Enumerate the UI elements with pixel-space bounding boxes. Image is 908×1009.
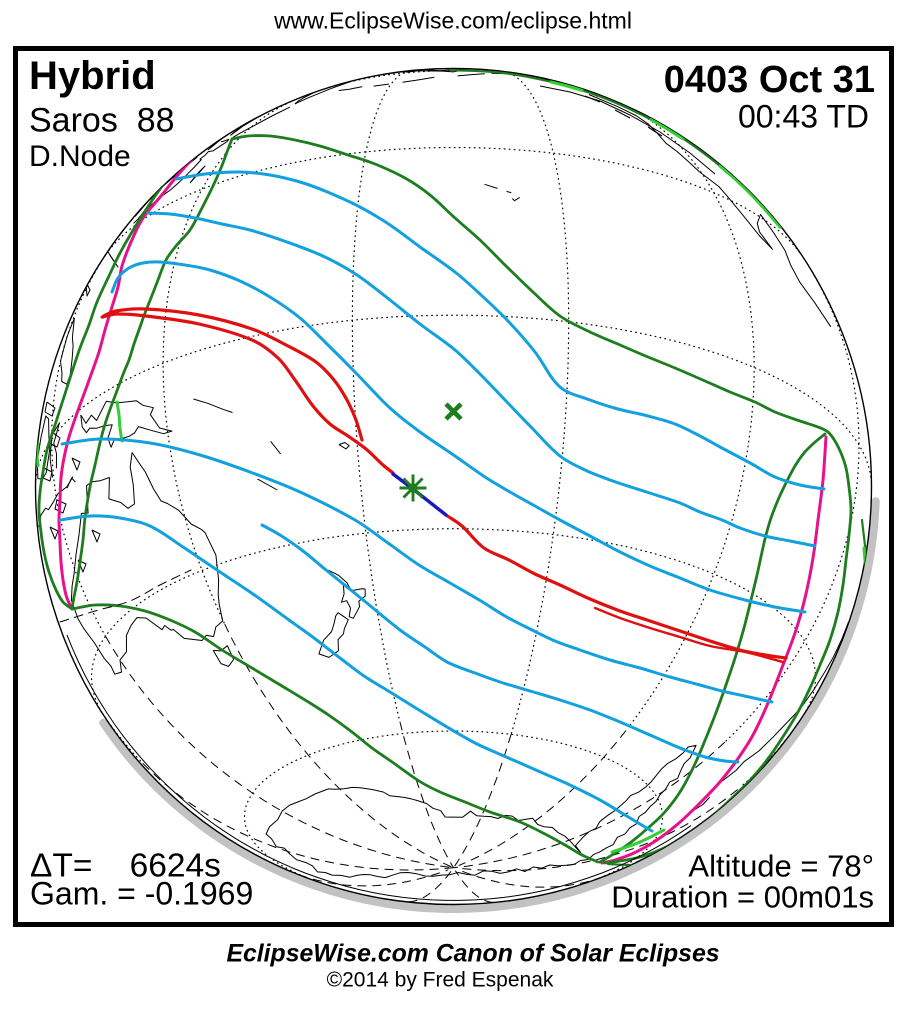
svg-text:00:43 TD: 00:43 TD: [738, 99, 869, 135]
svg-text:EclipseWise.com Canon of Solar: EclipseWise.com Canon of Solar Eclipses: [226, 941, 719, 968]
svg-text:www.EclipseWise.com/eclipse.ht: www.EclipseWise.com/eclipse.html: [273, 8, 632, 34]
svg-text:Saros 88: Saros 88: [29, 102, 175, 140]
svg-text:D.Node: D.Node: [29, 140, 131, 173]
svg-text:©2014 by Fred Espenak: ©2014 by Fred Espenak: [327, 969, 554, 992]
svg-text:ΔT= 6624s: ΔT= 6624s: [30, 848, 221, 885]
svg-text:0403 Oct 31: 0403 Oct 31: [664, 59, 875, 101]
svg-text:Gam. = -0.1969: Gam. = -0.1969: [30, 876, 253, 912]
svg-text:Hybrid: Hybrid: [29, 54, 156, 98]
svg-text:Altitude = 78°: Altitude = 78°: [688, 849, 874, 884]
svg-text:Duration = 00m01s: Duration = 00m01s: [611, 880, 874, 915]
